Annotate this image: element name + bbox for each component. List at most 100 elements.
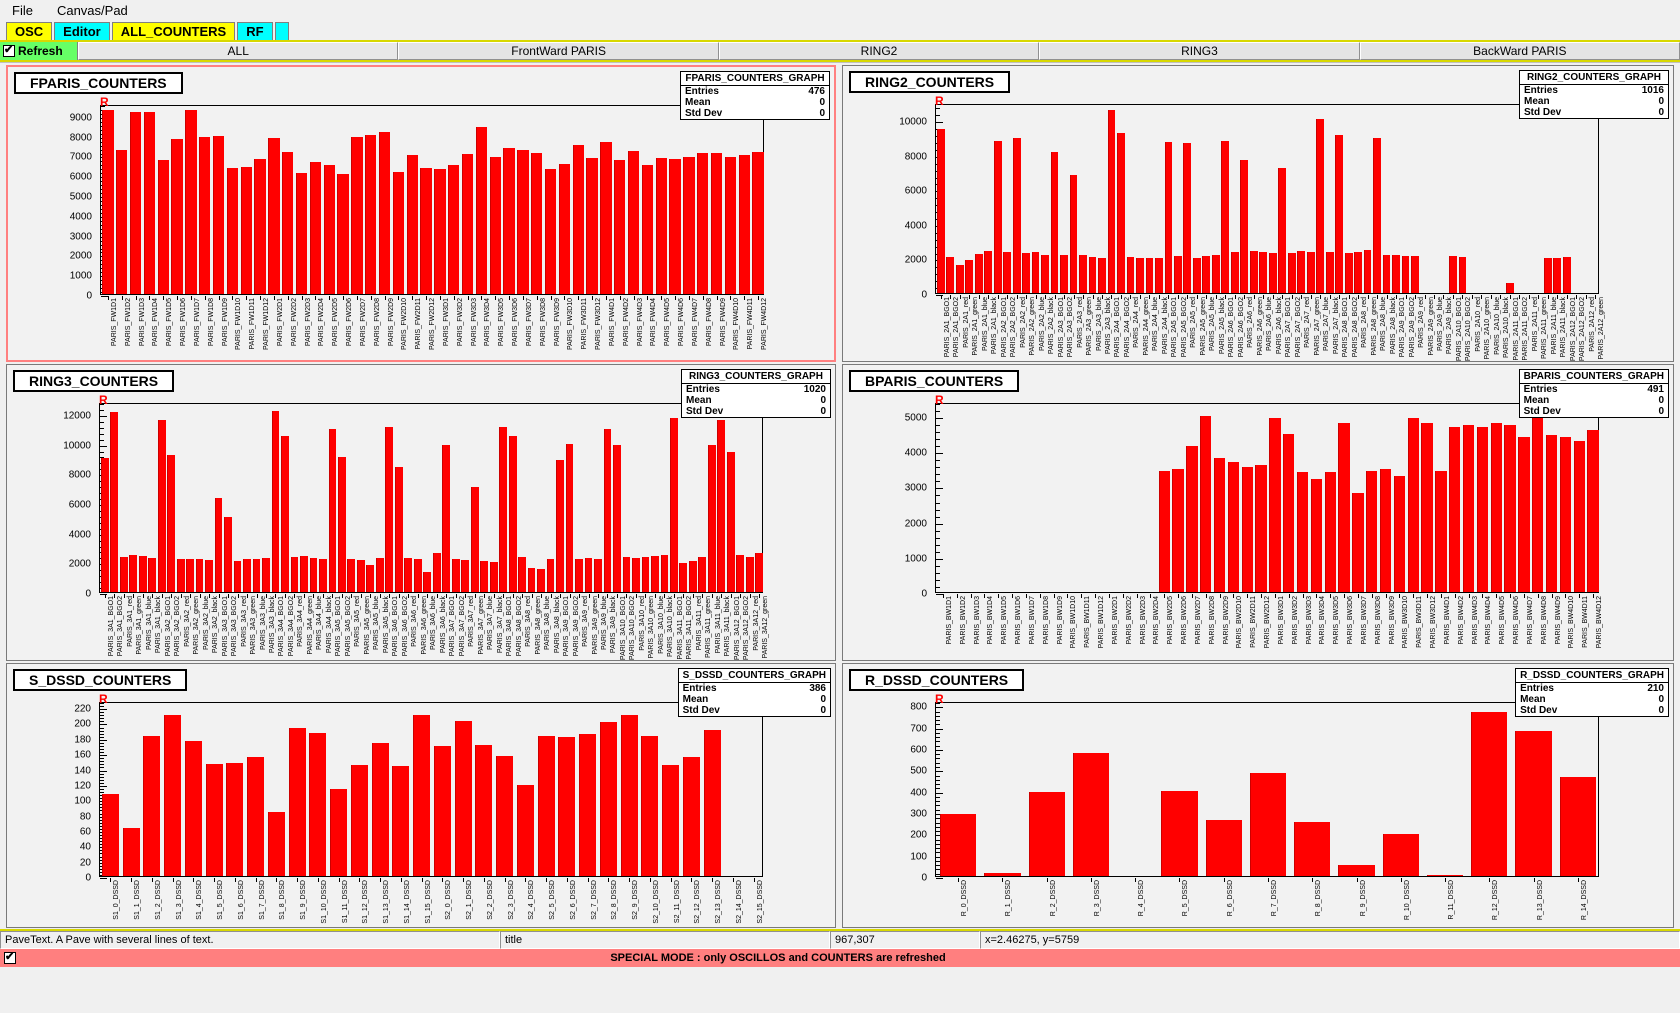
x-tick-label: PARIS_BW2D4	[1153, 596, 1161, 645]
refresh-checkbox[interactable]	[3, 43, 15, 57]
pad-title-sdssd[interactable]: S_DSSD_COUNTERS	[13, 669, 188, 691]
menu-item-file[interactable]: File	[12, 2, 33, 18]
x-tick-label: PARIS_3A5_BGO1	[335, 596, 343, 657]
plot-frame-ring2[interactable]: R 0 2000 4000 6000 8000 10000 PARIS_2A1_BGO1 PAR…	[899, 95, 1605, 361]
page-tab-ring3[interactable]: RING3	[1039, 42, 1360, 60]
x-tick-mark	[218, 594, 220, 598]
x-tick-mark	[495, 296, 497, 300]
tab-rf[interactable]: RF	[237, 22, 273, 40]
page-tab-all[interactable]: ALL	[78, 42, 399, 60]
x-tick-mark	[1177, 295, 1179, 299]
x-tick-label: S2_14_DSSD	[735, 880, 743, 924]
bar	[470, 486, 479, 592]
stats-box-sdssd[interactable]: S_DSSD_COUNTERS_GRAPH Entries 386 Mean 0 Std …	[677, 668, 831, 717]
stats-box-ring2[interactable]: RING2_COUNTERS_GRAPH Entries 1016 Mean 0 Std …	[1519, 70, 1669, 119]
x-tick-label: PARIS_3A8_black	[553, 596, 561, 654]
x-tick-label: PARIS_3A12_BGO1	[733, 596, 741, 661]
bar	[1012, 138, 1021, 293]
bar	[508, 436, 517, 592]
x-tick-mark	[1053, 594, 1055, 598]
plot-frame-ring3[interactable]: R 0 2000 4000 6000 8000 10000 12000 PARIS_3A1_BG…	[63, 394, 769, 660]
bar	[1393, 475, 1406, 592]
pad-title-rdssd[interactable]: R_DSSD_COUNTERS	[849, 669, 1025, 691]
bar	[1559, 777, 1596, 876]
pad-bparis[interactable]: BPARIS_COUNTERS BPARIS_COUNTERS_GRAPH Entr…	[842, 364, 1674, 661]
root-canvas[interactable]: FPARIS_COUNTERS FPARIS_COUNTERS_GRAPH Entr…	[0, 62, 1680, 929]
pad-ring2[interactable]: RING2_COUNTERS RING2_COUNTERS_GRAPH Entrie…	[842, 65, 1674, 362]
pad-fparis[interactable]: FPARIS_COUNTERS FPARIS_COUNTERS_GRAPH Entr…	[6, 65, 836, 362]
x-tick-mark	[218, 296, 220, 300]
bar	[669, 418, 678, 592]
bar	[1183, 142, 1192, 293]
bar	[448, 165, 460, 294]
bar	[517, 149, 529, 294]
x-tick-mark	[287, 296, 289, 300]
bar	[1003, 252, 1012, 293]
pad-title-bparis[interactable]: BPARIS_COUNTERS	[849, 370, 1020, 392]
x-axis-rdssd: R_0_DSSD R_1_DSSD R_2_DSSD R_3_DSSD R_4_DSSD…	[936, 878, 1600, 968]
y-minor-tick	[936, 425, 940, 427]
special-mode-checkbox[interactable]	[4, 950, 16, 964]
stats-box-rdssd[interactable]: R_DSSD_COUNTERS_GRAPH Entries 210 Mean 0 Std …	[1515, 668, 1669, 717]
stats-value: 0	[1658, 96, 1664, 107]
plot-frame-sdssd[interactable]: R 0 20 40 60 80 100 120 140 160 180 200 220 S1_0_DSSD…	[74, 693, 763, 924]
stats-label: Entries	[1523, 384, 1558, 395]
bar	[1518, 437, 1530, 592]
stats-box-ring3[interactable]: RING3_COUNTERS_GRAPH Entries 1020 Mean 0 Std …	[681, 369, 831, 418]
bar	[703, 730, 721, 876]
stats-title-fparis: FPARIS_COUNTERS_GRAPH	[681, 72, 829, 86]
tab-overflow[interactable]	[274, 22, 289, 40]
x-tick-label: PARIS_BW3D6	[1347, 596, 1355, 645]
x-tick-mark	[578, 296, 580, 300]
x-tick-mark	[721, 594, 723, 598]
x-tick-mark	[522, 296, 524, 300]
bar	[752, 151, 764, 294]
x-tick-mark	[1356, 878, 1358, 882]
x-tick-mark	[1092, 295, 1094, 299]
pad-ring3[interactable]: RING3_COUNTERS RING3_COUNTERS_GRAPH Entrie…	[6, 364, 836, 661]
x-tick-label: PARIS_2A4_red	[1133, 297, 1141, 348]
x-tick-label: PARIS_3A2_black	[212, 596, 220, 654]
bar	[641, 735, 659, 876]
x-tick-mark	[1225, 295, 1227, 299]
tab-editor[interactable]: Editor	[54, 22, 110, 40]
pad-title-ring2[interactable]: RING2_COUNTERS	[849, 71, 1011, 93]
y-minor-tick	[936, 711, 940, 713]
bar	[584, 557, 593, 592]
stats-box-bparis[interactable]: BPARIS_COUNTERS_GRAPH Entries 491 Mean 0 Std …	[1518, 369, 1669, 418]
pad-title-fparis[interactable]: FPARIS_COUNTERS	[14, 72, 183, 94]
stats-box-fparis[interactable]: FPARIS_COUNTERS_GRAPH Entries 476 Mean 0 Std …	[680, 71, 830, 120]
stats-value: 0	[819, 108, 825, 119]
page-tab-ring2[interactable]: RING2	[718, 42, 1040, 60]
x-tick-mark	[1551, 594, 1553, 598]
x-tick-mark	[598, 594, 599, 598]
bar	[613, 445, 621, 592]
bar	[282, 151, 294, 294]
x-tick-mark	[1046, 878, 1048, 882]
page-tab-backward-paris[interactable]: BackWard PARIS	[1359, 42, 1680, 60]
x-tick-label: S2_0_DSSD	[445, 880, 453, 920]
x-tick-label: S1_10_DSSD	[320, 880, 328, 924]
x-tick-mark	[753, 878, 755, 882]
stats-row: Entries 491	[1520, 384, 1668, 395]
pad-sdssd[interactable]: S_DSSD_COUNTERS S_DSSD_COUNTERS_GRAPH Entr…	[6, 663, 836, 928]
x-tick-label: PARIS_BW4D11	[1582, 596, 1590, 648]
page-tab-frontward-paris[interactable]: FrontWard PARIS	[398, 42, 719, 60]
x-tick-label: R_14_DSSD	[1580, 880, 1588, 921]
menu-item-canvas-pad[interactable]: Canvas/Pad	[56, 2, 128, 18]
x-tick-mark	[465, 594, 467, 598]
bar	[1462, 424, 1475, 592]
plot-frame-bparis[interactable]: R 0 1000 2000 3000 4000 5000 PARIS_BW1D1 PARIS_B…	[905, 394, 1603, 648]
x-tick-mark	[1002, 878, 1004, 882]
tab-osc[interactable]: OSC	[6, 22, 53, 40]
refresh-toggle[interactable]: Refresh	[0, 42, 78, 60]
tab-all-counters[interactable]: ALL_COUNTERS	[111, 22, 236, 40]
pad-rdssd[interactable]: R_DSSD_COUNTERS R_DSSD_COUNTERS_GRAPH Entr…	[842, 663, 1674, 928]
x-tick-mark	[997, 295, 999, 299]
bar	[319, 558, 327, 592]
plot-frame-fparis[interactable]: R 0 1000 2000 3000 4000 5000 6000 7000 8000 9000 PA…	[70, 96, 768, 350]
plot-frame-rdssd[interactable]: R 0 100 200 300 400 500 600 700 800 R_0_DSSD R_1_DS…	[910, 693, 1599, 920]
x-tick-mark	[301, 296, 303, 300]
x-tick-mark	[1263, 295, 1265, 299]
pad-title-ring3[interactable]: RING3_COUNTERS	[13, 370, 175, 392]
